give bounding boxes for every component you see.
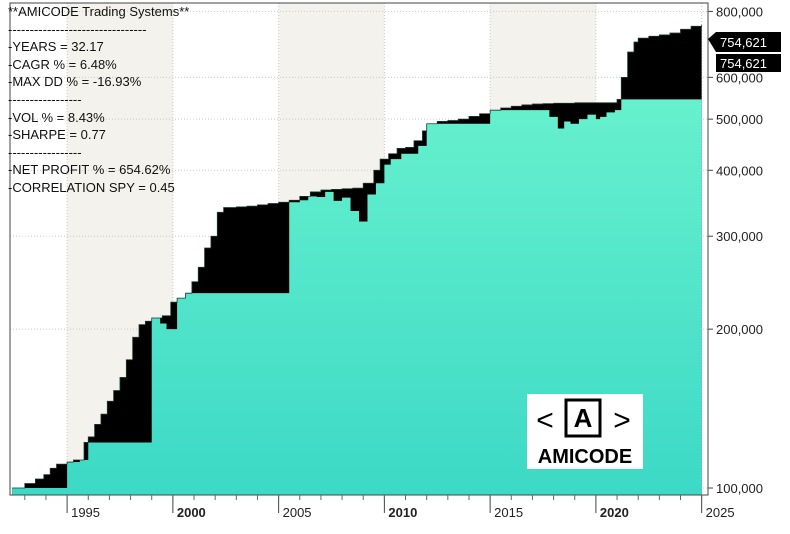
y-tick-label: 300,000 [716, 229, 763, 244]
y-tick-label: 100,000 [716, 481, 763, 496]
stat-cagr: -CAGR % = 6.48% [8, 56, 117, 72]
x-tick-label: 2010 [388, 505, 417, 520]
equity-line [12, 24, 703, 489]
x-tick-label: 2020 [600, 505, 629, 520]
stats-separator: ----------------- [8, 91, 82, 107]
x-tick-label: 2015 [494, 505, 523, 520]
last-value-label-1: 754,621 [720, 35, 767, 50]
y-tick-label: 800,000 [716, 4, 763, 19]
stats-separator: -------------------------------- [8, 21, 147, 37]
stat-vol: -VOL % = 8.43% [8, 109, 105, 125]
svg-text:>: > [613, 404, 631, 437]
x-tick-label: 2000 [177, 505, 206, 520]
logo-text: AMICODE [538, 446, 632, 468]
stat-correlation: -CORRELATION SPY = 0.45 [8, 179, 175, 195]
svg-text:<: < [536, 404, 554, 437]
stat-net-profit: -NET PROFIT % = 654.62% [8, 162, 171, 178]
stats-separator: ----------------- [8, 144, 82, 160]
stat-years: -YEARS = 32.17 [8, 39, 104, 55]
x-tick-label: 1995 [71, 505, 100, 520]
last-value-label-2: 754,621 [720, 56, 767, 71]
last-value-tag: 754,621 754,621 [708, 32, 781, 72]
y-tick-label: 600,000 [716, 70, 763, 85]
plot-frame [9, 2, 709, 496]
stat-sharpe: -SHARPE = 0.77 [8, 127, 106, 143]
equity-area [12, 24, 702, 495]
y-tick-label: 400,000 [716, 163, 763, 178]
y-tick-label: 200,000 [716, 322, 763, 337]
y-tick-label: 500,000 [716, 112, 763, 127]
x-tick-label: 2025 [706, 505, 735, 520]
stats-panel: **AMICODE Trading Systems** ------------… [8, 3, 189, 197]
stat-maxdd: -MAX DD % = -16.93% [8, 74, 142, 90]
x-tick-label: 2005 [283, 505, 312, 520]
chart-title: **AMICODE Trading Systems** [8, 4, 190, 19]
amicode-logo: A < > AMICODE [527, 394, 643, 469]
svg-text:A: A [574, 403, 593, 433]
